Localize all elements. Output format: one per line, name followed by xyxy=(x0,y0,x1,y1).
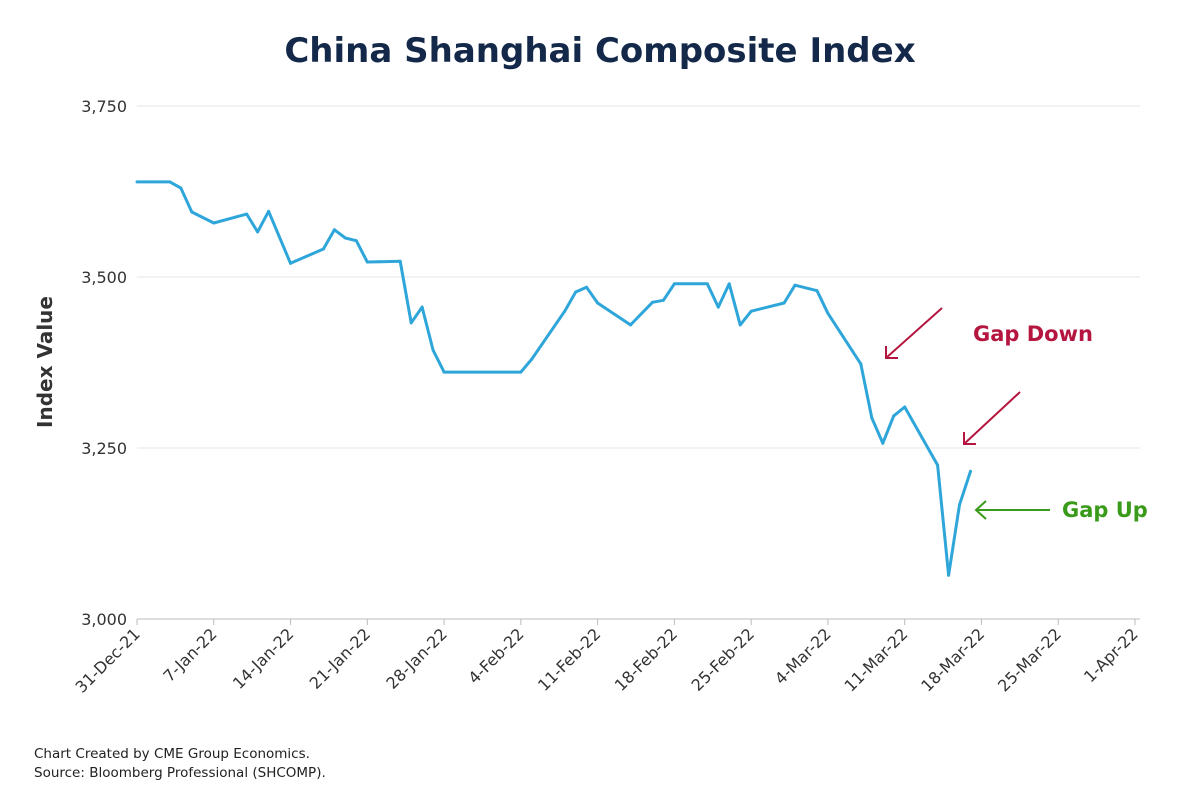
data-point xyxy=(958,503,962,507)
data-point xyxy=(782,301,786,305)
data-point xyxy=(289,261,293,265)
data-point xyxy=(881,441,885,445)
x-tick-label: 11-Feb-22 xyxy=(534,624,604,694)
data-point xyxy=(168,180,172,184)
series-line xyxy=(137,180,972,577)
data-point xyxy=(661,298,665,302)
x-tick-label: 1-Apr-22 xyxy=(1080,624,1142,686)
data-point xyxy=(420,305,424,309)
x-tick-label: 25-Feb-22 xyxy=(688,624,758,694)
data-point xyxy=(343,236,347,240)
data-point xyxy=(738,323,742,327)
y-tick-label: 3,250 xyxy=(81,439,127,458)
data-point xyxy=(826,311,830,315)
data-point xyxy=(727,282,731,286)
data-point xyxy=(574,290,578,294)
gap-up-arrow xyxy=(974,500,1050,520)
data-point xyxy=(354,239,358,243)
data-point xyxy=(332,228,336,232)
data-point xyxy=(892,414,896,418)
y-axis-label: Index Value xyxy=(33,296,57,428)
footer-credit: Chart Created by CME Group Economics. xyxy=(34,746,310,762)
x-tick-label: 4-Mar-22 xyxy=(771,624,835,688)
data-point xyxy=(629,323,633,327)
data-point xyxy=(321,247,325,251)
data-point xyxy=(793,283,797,287)
data-point xyxy=(936,463,940,467)
x-tick-label: 14-Jan-22 xyxy=(229,624,297,692)
data-point xyxy=(563,309,567,313)
annotation-gap-down: Gap Down xyxy=(973,322,1093,346)
y-tick-label: 3,500 xyxy=(81,268,127,287)
data-point xyxy=(365,260,369,264)
annotation-gap-up: Gap Up xyxy=(1062,498,1148,522)
data-point xyxy=(519,370,523,374)
data-point xyxy=(409,321,413,325)
data-point xyxy=(903,405,907,409)
y-tick-label: 3,750 xyxy=(81,97,127,116)
data-point xyxy=(596,301,600,305)
gap-down-arrow-2 xyxy=(963,391,1021,445)
data-point xyxy=(179,186,183,190)
x-tick-label: 31-Dec-21 xyxy=(72,624,144,696)
x-tick-label: 11-Mar-22 xyxy=(841,624,912,695)
data-point xyxy=(859,362,863,366)
data-point xyxy=(442,370,446,374)
data-point xyxy=(398,259,402,263)
data-point xyxy=(530,357,534,361)
x-tick-label: 18-Mar-22 xyxy=(917,624,988,695)
data-point xyxy=(585,285,589,289)
data-point xyxy=(870,416,874,420)
data-point xyxy=(212,221,216,225)
chart-title: China Shanghai Composite Index xyxy=(284,31,915,71)
data-point xyxy=(672,282,676,286)
x-tick-label: 28-Jan-22 xyxy=(382,624,450,692)
x-tick-label: 7-Jan-22 xyxy=(159,624,220,685)
y-tick-label: 3,000 xyxy=(81,610,127,629)
x-tick-label: 18-Feb-22 xyxy=(611,624,681,694)
footer-source: Source: Bloomberg Professional (SHCOMP). xyxy=(34,765,326,781)
data-point xyxy=(815,289,819,293)
x-tick-label: 21-Jan-22 xyxy=(306,624,374,692)
x-tick-label: 25-Mar-22 xyxy=(994,624,1065,695)
data-point xyxy=(749,309,753,313)
data-point xyxy=(947,573,951,577)
data-point xyxy=(267,209,271,213)
gap-down-arrow-1 xyxy=(885,307,943,359)
data-point xyxy=(256,230,260,234)
data-point xyxy=(135,180,139,184)
data-point xyxy=(431,348,435,352)
data-point xyxy=(716,305,720,309)
data-point xyxy=(245,212,249,216)
data-point xyxy=(650,300,654,304)
data-point xyxy=(190,210,194,214)
data-point xyxy=(968,469,972,473)
data-point xyxy=(705,282,709,286)
x-tick-label: 4-Feb-22 xyxy=(464,624,527,687)
